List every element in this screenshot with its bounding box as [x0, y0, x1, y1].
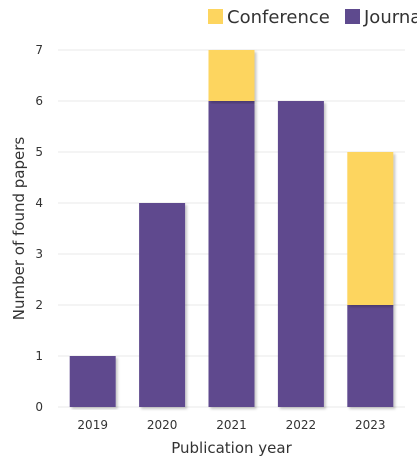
bar-journal-2022 — [277, 101, 324, 407]
bar-journal-2023 — [347, 305, 394, 407]
legend-swatch-journal — [345, 9, 360, 24]
bars — [69, 50, 394, 407]
x-tick-label-2019: 2019 — [77, 418, 108, 432]
x-tick-label-2020: 2020 — [147, 418, 178, 432]
x-axis-ticks: 2019 2020 2021 2022 2023 — [77, 418, 385, 432]
y-tick-label-0: 0 — [35, 400, 43, 414]
x-tick-label-2022: 2022 — [286, 418, 317, 432]
bar-journal-2021 — [208, 101, 255, 407]
x-tick-label-2021: 2021 — [216, 418, 247, 432]
legend: Conference Journal — [208, 7, 417, 28]
x-tick-label-2023: 2023 — [355, 418, 386, 432]
legend-label-conference: Conference — [227, 7, 330, 28]
y-tick-label-3: 3 — [35, 247, 43, 261]
bar-conference-2021 — [208, 50, 255, 101]
legend-swatch-conference — [208, 9, 223, 24]
y-tick-label-2: 2 — [35, 298, 43, 312]
y-tick-label-7: 7 — [35, 43, 43, 57]
legend-label-journal: Journal — [363, 7, 417, 28]
y-axis-ticks: 0 1 2 3 4 5 6 7 — [35, 43, 43, 414]
y-tick-label-5: 5 — [35, 145, 43, 159]
y-tick-label-6: 6 — [35, 94, 43, 108]
y-tick-label-1: 1 — [35, 349, 43, 363]
bar-conference-2023 — [347, 152, 394, 305]
y-axis-title: Number of found papers — [10, 137, 28, 321]
bar-journal-2020 — [139, 203, 186, 407]
x-axis-title: Publication year — [171, 439, 292, 457]
y-tick-label-4: 4 — [35, 196, 43, 210]
bar-journal-2019 — [69, 356, 116, 407]
